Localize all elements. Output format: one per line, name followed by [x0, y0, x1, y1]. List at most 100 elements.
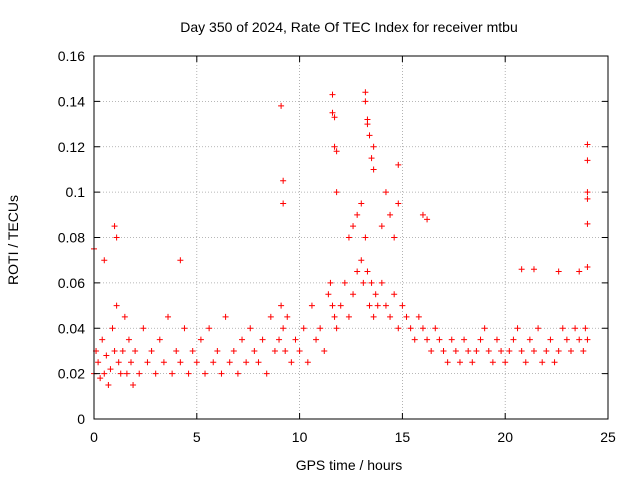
data-point — [317, 325, 324, 332]
data-point — [105, 381, 112, 388]
data-point — [278, 302, 285, 309]
data-point — [498, 347, 505, 354]
data-point — [313, 336, 320, 343]
data-point — [115, 359, 122, 366]
data-point — [181, 325, 188, 332]
data-point — [308, 302, 315, 309]
data-point — [202, 370, 209, 377]
data-point — [345, 234, 352, 241]
data-point — [572, 325, 579, 332]
data-point — [584, 157, 591, 164]
data-point — [193, 359, 200, 366]
data-point — [325, 291, 332, 298]
data-point — [364, 116, 371, 123]
data-point — [580, 347, 587, 354]
data-point — [489, 359, 496, 366]
data-point — [280, 200, 287, 207]
data-point — [403, 313, 410, 320]
data-point — [282, 347, 289, 354]
data-point — [329, 109, 336, 116]
data-point — [368, 279, 375, 286]
data-point — [109, 325, 116, 332]
data-point — [304, 359, 311, 366]
data-point — [370, 166, 377, 173]
data-point — [543, 347, 550, 354]
data-point — [296, 347, 303, 354]
data-point — [582, 325, 589, 332]
x-tick-label: 0 — [90, 429, 98, 445]
data-point — [522, 359, 529, 366]
data-point — [354, 268, 361, 275]
y-tick-label: 0.06 — [58, 275, 85, 291]
data-point — [234, 370, 241, 377]
data-point — [360, 279, 367, 286]
data-point — [567, 347, 574, 354]
data-point — [243, 359, 250, 366]
data-point — [130, 381, 137, 388]
data-point — [276, 336, 283, 343]
data-point — [368, 155, 375, 162]
data-point — [469, 359, 476, 366]
data-point — [329, 91, 336, 98]
x-tick-label: 20 — [497, 429, 513, 445]
data-point — [584, 220, 591, 227]
data-point — [152, 370, 159, 377]
data-point — [461, 336, 468, 343]
data-points — [91, 89, 591, 388]
data-point — [432, 325, 439, 332]
data-point — [502, 359, 509, 366]
data-point — [391, 234, 398, 241]
data-point — [364, 268, 371, 275]
data-point — [111, 347, 118, 354]
data-point — [481, 325, 488, 332]
data-point — [97, 375, 104, 382]
data-point — [555, 347, 562, 354]
data-point — [144, 359, 151, 366]
data-point — [547, 336, 554, 343]
data-point — [99, 336, 106, 343]
x-tick-label: 25 — [600, 429, 616, 445]
y-tick-label: 0.08 — [58, 230, 85, 246]
data-point — [206, 325, 213, 332]
data-point — [514, 325, 521, 332]
y-tick-labels: 0 0.02 0.04 0.06 0.08 0.1 0.12 0.14 0.16 — [58, 48, 85, 427]
data-point — [584, 195, 591, 202]
data-point — [333, 148, 340, 155]
data-point — [128, 359, 135, 366]
data-point — [337, 302, 344, 309]
data-point — [101, 370, 108, 377]
data-point — [177, 257, 184, 264]
data-point — [271, 347, 278, 354]
data-point — [576, 336, 583, 343]
x-tick-labels: 0 5 10 15 20 25 — [90, 429, 616, 445]
data-point — [584, 141, 591, 148]
data-point — [444, 359, 451, 366]
data-point — [424, 216, 431, 223]
data-point — [350, 291, 357, 298]
data-point — [530, 347, 537, 354]
data-point — [424, 336, 431, 343]
data-point — [378, 223, 385, 230]
data-point — [160, 359, 167, 366]
data-point — [452, 347, 459, 354]
data-point — [584, 336, 591, 343]
y-axis-title: ROTI / TECUs — [5, 195, 21, 285]
data-point — [576, 268, 583, 275]
data-point — [321, 347, 328, 354]
data-point — [117, 370, 124, 377]
data-point — [329, 302, 336, 309]
data-point — [284, 313, 291, 320]
data-point — [518, 347, 525, 354]
data-point — [535, 325, 542, 332]
data-point — [362, 234, 369, 241]
data-point — [358, 257, 365, 264]
data-point — [331, 313, 338, 320]
data-point — [395, 200, 402, 207]
data-point — [177, 359, 184, 366]
data-point — [448, 336, 455, 343]
data-point — [300, 325, 307, 332]
data-point — [331, 143, 338, 150]
data-point — [370, 143, 377, 150]
data-point — [288, 359, 295, 366]
data-point — [399, 302, 406, 309]
